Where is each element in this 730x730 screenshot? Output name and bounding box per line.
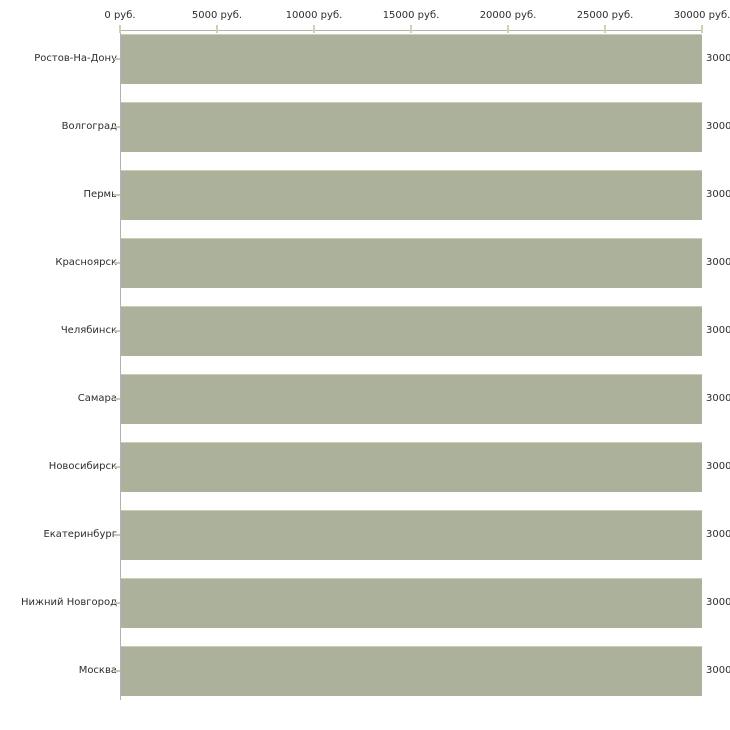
x-axis-tick-label: 0 руб. (104, 10, 136, 21)
chart-row: Пермь 30000 руб. (0, 170, 730, 220)
category-label: Нижний Новгород (20, 597, 117, 608)
bar (121, 442, 702, 492)
bar (121, 306, 702, 356)
x-axis-tick-label: 15000 руб. (382, 10, 440, 21)
category-label: Красноярск (55, 257, 117, 268)
x-axis-tick-mark (313, 25, 315, 33)
chart-row: Красноярск 30000 руб. (0, 238, 730, 288)
bar (121, 374, 702, 424)
bar-value-label: 30000 руб. (706, 189, 730, 200)
category-label: Новосибирск (48, 461, 117, 472)
bar-value-label: 30000 руб. (706, 665, 730, 676)
x-axis-tick-mark (216, 25, 218, 33)
x-axis-tick-mark (701, 25, 703, 33)
bar-value-label: 30000 руб. (706, 325, 730, 336)
bar-value-label: 30000 руб. (706, 121, 730, 132)
y-axis-tick-mark (114, 58, 120, 60)
category-label: Пермь (83, 189, 117, 200)
chart-row: Челябинск 30000 руб. (0, 306, 730, 356)
bar (121, 646, 702, 696)
chart-row: Ростов-На-Дону 30000 руб. (0, 34, 730, 84)
chart-row: Волгоград 30000 руб. (0, 102, 730, 152)
bar (121, 170, 702, 220)
y-axis-tick-mark (114, 466, 120, 468)
y-axis-tick-mark (114, 262, 120, 264)
y-axis-tick-mark (114, 126, 120, 128)
bar-value-label: 30000 руб. (706, 393, 730, 404)
chart-row: Москва 30000 руб. (0, 646, 730, 696)
x-axis-tick-label: 5000 руб. (191, 10, 243, 21)
y-axis-line (120, 30, 121, 700)
x-axis-tick-mark (119, 25, 121, 33)
y-axis-tick-mark (114, 330, 120, 332)
chart-row: Самара 30000 руб. (0, 374, 730, 424)
y-axis-tick-mark (114, 398, 120, 400)
bar-value-label: 30000 руб. (706, 597, 730, 608)
bar (121, 238, 702, 288)
x-axis-tick-label: 25000 руб. (576, 10, 634, 21)
x-axis-tick-label: 10000 руб. (285, 10, 343, 21)
x-axis-tick-mark (604, 25, 606, 33)
category-label: Ростов-На-Дону (34, 53, 117, 64)
chart-row: Екатеринбург 30000 руб. (0, 510, 730, 560)
category-label: Москва (78, 665, 117, 676)
y-axis-tick-mark (114, 602, 120, 604)
category-label: Самара (77, 393, 117, 404)
category-label: Волгоград (61, 121, 117, 132)
category-label: Екатеринбург (43, 529, 117, 540)
chart-row: Новосибирск 30000 руб. (0, 442, 730, 492)
x-axis-tick-mark (507, 25, 509, 33)
bar (121, 102, 702, 152)
bar-value-label: 30000 руб. (706, 461, 730, 472)
x-axis-tick-mark (410, 25, 412, 33)
bar-value-label: 30000 руб. (706, 257, 730, 268)
bar (121, 578, 702, 628)
chart-row: Нижний Новгород 30000 руб. (0, 578, 730, 628)
bar-value-label: 30000 руб. (706, 53, 730, 64)
x-axis-tick-label: 20000 руб. (479, 10, 537, 21)
bar (121, 34, 702, 84)
bar-value-label: 30000 руб. (706, 529, 730, 540)
category-label: Челябинск (60, 325, 117, 336)
y-axis-tick-mark (114, 194, 120, 196)
y-axis-tick-mark (114, 670, 120, 672)
bar (121, 510, 702, 560)
x-axis-tick-label: 30000 руб. (673, 10, 730, 21)
y-axis-tick-mark (114, 534, 120, 536)
